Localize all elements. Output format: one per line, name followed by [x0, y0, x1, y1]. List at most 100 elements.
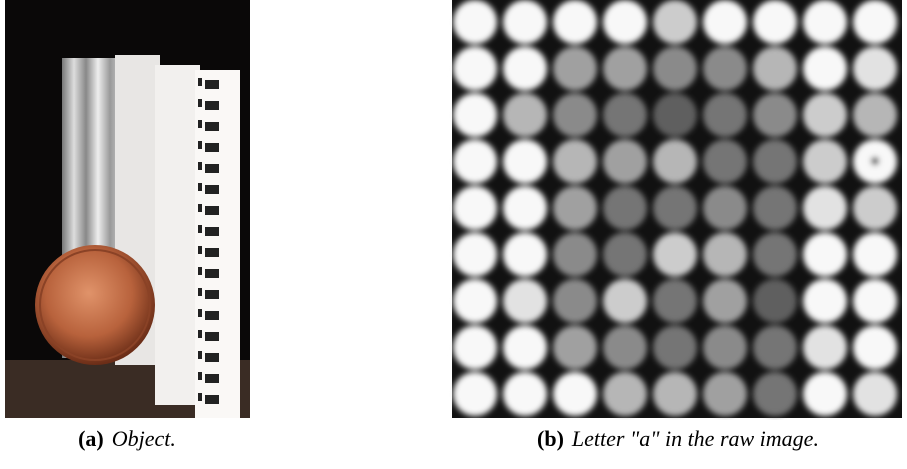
caption-text: Letter "a" in the raw image.	[572, 426, 819, 451]
strip-mark	[205, 101, 219, 110]
lenslet	[603, 93, 647, 137]
lenslet	[503, 326, 547, 370]
lenslet	[603, 326, 647, 370]
figure	[0, 0, 907, 420]
strip-mark	[198, 120, 202, 128]
lenslet	[553, 233, 597, 277]
strip-mark	[198, 246, 202, 254]
lenslet	[603, 0, 647, 44]
lenslet	[453, 372, 497, 416]
lenslet	[553, 47, 597, 91]
panel-label: (a)	[78, 426, 104, 451]
strip-mark	[205, 353, 219, 362]
strip-mark	[205, 227, 219, 236]
lenslet	[553, 93, 597, 137]
lenslet	[553, 326, 597, 370]
lenslet	[703, 140, 747, 184]
lenslet	[703, 326, 747, 370]
lenslet	[503, 93, 547, 137]
lenslet	[603, 140, 647, 184]
lenslet	[803, 140, 847, 184]
lenslet	[503, 140, 547, 184]
lenslet	[453, 233, 497, 277]
strip-mark	[205, 332, 219, 341]
strip-mark	[205, 290, 219, 299]
strip-mark	[198, 78, 202, 86]
lenslet	[753, 233, 797, 277]
strip-mark	[198, 141, 202, 149]
lenslet	[753, 47, 797, 91]
lenslet	[553, 0, 597, 44]
strip-mark	[198, 351, 202, 359]
lenslet	[603, 233, 647, 277]
lenslet	[453, 186, 497, 230]
lenslet	[853, 372, 897, 416]
strip-mark	[198, 309, 202, 317]
lenslet	[803, 372, 847, 416]
strip-mark	[205, 374, 219, 383]
lenslet	[653, 186, 697, 230]
lenslet	[603, 47, 647, 91]
lenslet	[753, 0, 797, 44]
lenslet	[453, 47, 497, 91]
lenslet	[703, 372, 747, 416]
lenslet	[603, 372, 647, 416]
lenslet	[503, 279, 547, 323]
strip-mark	[198, 99, 202, 107]
lenslet	[753, 186, 797, 230]
lenslet	[803, 186, 847, 230]
photo-object	[5, 0, 250, 418]
strip-mark	[198, 162, 202, 170]
strip-mark	[205, 80, 219, 89]
lenslet	[753, 93, 797, 137]
lenslet	[503, 186, 547, 230]
caption-b: (b) Letter "a" in the raw image.	[537, 426, 819, 452]
lenslet	[503, 0, 547, 44]
lenslet	[553, 372, 597, 416]
lenslet	[453, 0, 497, 44]
lenslet	[503, 372, 547, 416]
lenslet	[853, 233, 897, 277]
lenslet	[853, 0, 897, 44]
page: (a) Object. (b) Letter "a" in the raw imag…	[0, 0, 907, 469]
strip-mark	[198, 225, 202, 233]
lenslet	[753, 372, 797, 416]
caption-text: Object.	[112, 426, 176, 451]
lenslet	[703, 0, 747, 44]
strip-mark	[205, 206, 219, 215]
lenslet	[703, 279, 747, 323]
lenslet	[653, 93, 697, 137]
lenslet	[803, 47, 847, 91]
lenslet	[453, 326, 497, 370]
strip-mark	[205, 143, 219, 152]
strip-mark	[198, 204, 202, 212]
lenslet	[653, 140, 697, 184]
lenslet	[553, 186, 597, 230]
lenslet	[653, 0, 697, 44]
lenslet	[703, 233, 747, 277]
panel-label: (b)	[537, 426, 564, 451]
lenslet	[653, 233, 697, 277]
lenslet	[503, 47, 547, 91]
lenslet	[753, 326, 797, 370]
lenslet	[503, 233, 547, 277]
lenslet	[453, 93, 497, 137]
lenslet	[703, 93, 747, 137]
lenslet	[803, 326, 847, 370]
lenslet	[653, 279, 697, 323]
strip-mark	[198, 288, 202, 296]
lenslet	[703, 47, 747, 91]
lenslet-dot	[871, 157, 879, 165]
lenslet	[553, 279, 597, 323]
lenslet	[603, 186, 647, 230]
strip-mark	[205, 248, 219, 257]
lenslet	[703, 186, 747, 230]
strip-mark	[205, 164, 219, 173]
strip-mark	[205, 185, 219, 194]
lenslet	[853, 326, 897, 370]
lenslet	[653, 326, 697, 370]
lenslet	[553, 140, 597, 184]
strip-mark	[205, 311, 219, 320]
lenslet	[853, 186, 897, 230]
lenslet	[453, 279, 497, 323]
